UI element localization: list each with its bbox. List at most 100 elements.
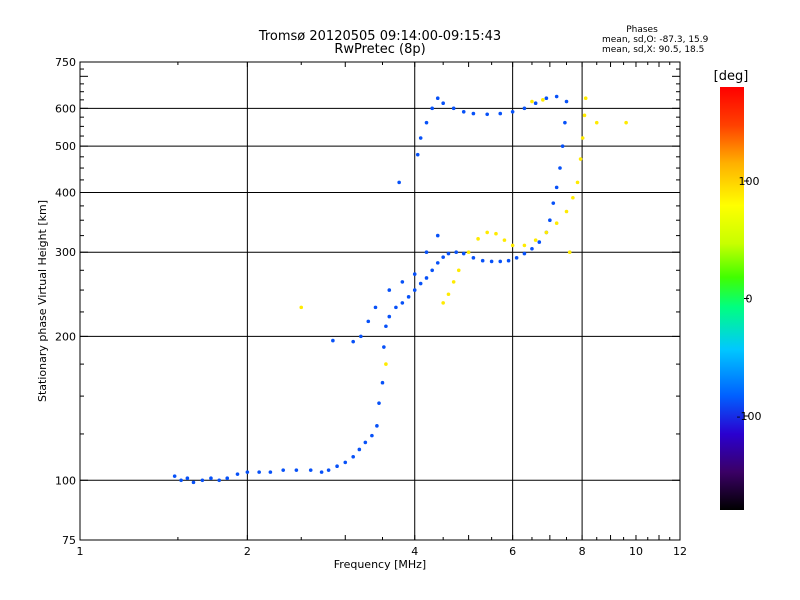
data-point xyxy=(578,157,583,161)
data-point xyxy=(522,251,527,256)
colorbar-ticks: 100 0 -100 xyxy=(737,175,762,423)
data-point xyxy=(522,106,527,111)
x-axis-label: Frequency [MHz] xyxy=(334,558,426,571)
colorbar-gradient xyxy=(720,87,744,510)
data-point xyxy=(351,339,355,344)
data-point xyxy=(308,468,313,472)
colorbar-tick-label: 0 xyxy=(746,293,753,306)
data-point xyxy=(281,468,286,472)
data-point xyxy=(326,468,331,472)
data-point xyxy=(299,305,304,310)
data-point xyxy=(480,258,485,263)
data-point xyxy=(446,292,451,297)
data-point xyxy=(489,259,494,264)
data-point xyxy=(435,96,440,100)
data-point xyxy=(451,106,456,111)
data-point xyxy=(554,221,559,226)
data-point xyxy=(200,478,205,483)
data-point xyxy=(412,288,417,292)
data-point xyxy=(471,256,476,260)
data-point xyxy=(172,474,177,478)
data-point xyxy=(594,120,599,125)
data-point xyxy=(510,243,515,248)
phases-note-line-x: mean, sd,X: 90.5, 18.5 xyxy=(602,45,704,55)
colorbar-label: [deg] xyxy=(714,69,749,84)
y-tick-label: 500 xyxy=(55,140,76,153)
data-point xyxy=(533,238,538,242)
data-point xyxy=(502,238,507,242)
y-tick-label: 300 xyxy=(55,246,76,259)
phases-note: Phases mean, sd,O: -87.3, 15.9 mean, sd,… xyxy=(602,25,709,55)
data-point xyxy=(375,424,379,428)
data-point xyxy=(498,111,503,116)
data-point xyxy=(435,261,440,265)
data-point xyxy=(209,476,213,481)
x-tick-label: 1 xyxy=(77,545,84,558)
data-point xyxy=(560,144,565,148)
data-point xyxy=(294,468,299,472)
data-point xyxy=(373,305,378,310)
data-point xyxy=(343,460,348,465)
data-point xyxy=(563,120,567,125)
data-point xyxy=(498,259,503,264)
data-point xyxy=(530,246,534,251)
data-point xyxy=(544,96,549,100)
y-tick-label: 400 xyxy=(55,186,76,199)
data-point xyxy=(567,250,572,255)
data-point xyxy=(471,111,476,116)
data-point xyxy=(533,101,538,105)
data-point xyxy=(580,136,585,140)
data-point xyxy=(537,240,542,244)
data-point xyxy=(530,99,534,104)
data-point xyxy=(235,472,240,476)
colorbar-tick-label: 100 xyxy=(739,175,760,188)
x-tick-label: 6 xyxy=(509,545,516,558)
data-point xyxy=(441,301,445,305)
data-point xyxy=(441,255,445,259)
data-point xyxy=(485,112,489,117)
data-point xyxy=(494,231,498,236)
plot-frame xyxy=(79,61,681,541)
data-point xyxy=(387,288,392,292)
data-point xyxy=(554,185,559,190)
data-point xyxy=(225,476,230,481)
data-point xyxy=(406,295,411,299)
data-point xyxy=(624,120,628,125)
data-point xyxy=(506,258,511,263)
data-point xyxy=(382,345,386,349)
data-point xyxy=(510,110,515,114)
data-point xyxy=(351,454,355,459)
y-tick-label: 75 xyxy=(62,534,76,547)
data-point xyxy=(514,256,519,260)
y-tick-label: 100 xyxy=(55,474,76,487)
data-point xyxy=(461,251,466,256)
data-point xyxy=(424,120,429,125)
data-point xyxy=(485,230,489,235)
data-point xyxy=(245,470,250,474)
data-point xyxy=(397,180,401,185)
data-point xyxy=(554,94,559,99)
x-tick-label: 2 xyxy=(244,545,251,558)
data-point xyxy=(394,305,398,310)
y-tick-label: 750 xyxy=(55,56,76,69)
x-tick-label: 10 xyxy=(629,545,643,558)
data-point xyxy=(558,166,562,170)
data-point xyxy=(384,324,388,329)
data-point xyxy=(544,230,549,235)
y-tick-label: 600 xyxy=(55,102,76,115)
data-point xyxy=(370,433,374,438)
data-point xyxy=(466,250,471,255)
data-point xyxy=(319,470,324,474)
data-point xyxy=(575,180,580,185)
data-point xyxy=(387,314,392,319)
data-point xyxy=(476,237,480,241)
grid-lines xyxy=(80,62,680,540)
data-point xyxy=(331,338,335,343)
y-tick-label: 200 xyxy=(55,330,76,343)
data-point xyxy=(430,268,434,273)
y-axis-label: Stationary phase Virtual Height [km] xyxy=(36,200,49,402)
colorbar-tick-label: -100 xyxy=(737,410,762,423)
data-point xyxy=(359,334,363,339)
data-point xyxy=(357,447,362,452)
